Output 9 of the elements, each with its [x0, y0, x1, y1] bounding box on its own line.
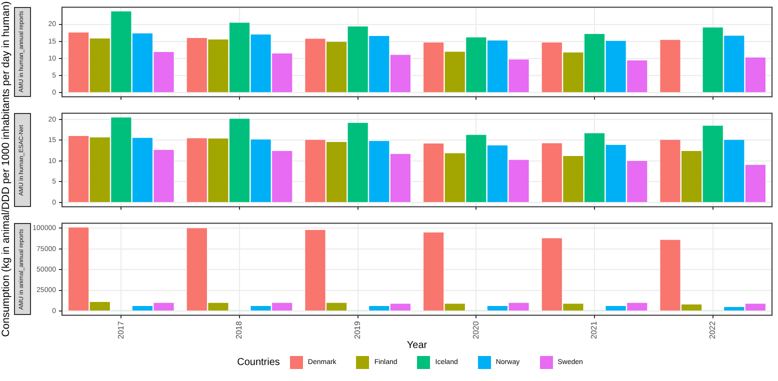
legend-title: Countries: [237, 357, 280, 368]
x-tick-label: 2017: [116, 320, 126, 339]
x-tick-label: 2021: [590, 320, 599, 339]
y-axis-title: Consumption (kg in animal/DDD per 1000 inhabitants per day in human): [0, 0, 13, 339]
x-tick-label: 2019: [353, 320, 362, 339]
x-tick-label: 2022: [708, 320, 718, 339]
x-tick-label: 2020: [471, 320, 480, 339]
x-axis-title: Year: [406, 340, 428, 351]
x-tick-label: 2018: [234, 320, 244, 339]
